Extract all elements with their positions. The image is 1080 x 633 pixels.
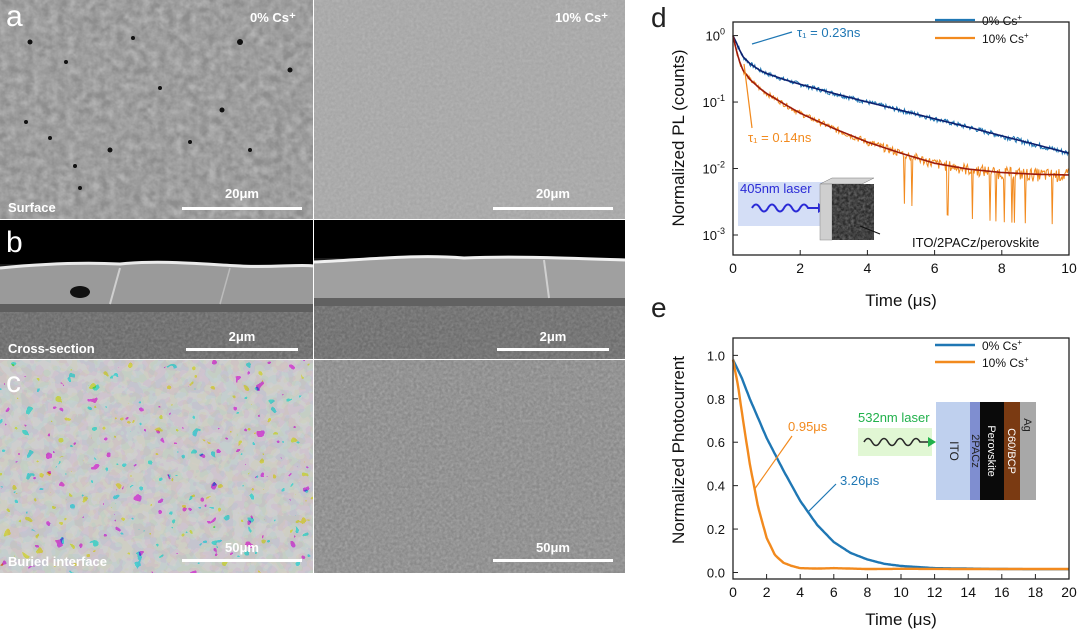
layer-ito <box>936 402 970 500</box>
x-tick-label-e-6: 12 <box>927 584 943 600</box>
y-tick-label-d-0: 100 <box>706 27 725 44</box>
x-tick-label-d-0: 0 <box>729 260 737 276</box>
label-10-cs: 10% Cs⁺ <box>555 10 609 25</box>
y-tick-label-d-1: 10-1 <box>703 93 725 110</box>
scale-bar-c-left <box>182 559 302 562</box>
laser-label-405: 405nm laser <box>740 181 812 196</box>
laser-label-532: 532nm laser <box>858 410 930 425</box>
legend-text-e-1: 10% Cs+ <box>982 355 1029 370</box>
series-raw-d-1 <box>732 35 1070 225</box>
x-tick-label-d-5: 10 <box>1061 260 1077 276</box>
annot-line-326 <box>807 483 837 513</box>
plot-frame-e <box>732 337 1070 580</box>
annot-326: 3.26μs <box>840 473 880 488</box>
sample-label: ITO/2PACz/perovskite <box>912 235 1039 250</box>
legend-d: 0% Cs+ 10% Cs+ <box>935 13 1029 46</box>
tag-cross-section: Cross-section <box>8 341 95 356</box>
x-axis-label-e: Time (μs) <box>865 610 937 629</box>
annot-line-tau-10 <box>743 63 753 129</box>
scale-bar-a-right <box>493 207 613 210</box>
annot-tau-0: τ₁ = 0.23ns <box>797 25 861 40</box>
legend-text-e-0: 0% Cs+ <box>982 338 1022 353</box>
x-tick-label-e-4: 8 <box>864 584 872 600</box>
x-tick-label-e-8: 16 <box>994 584 1010 600</box>
scale-bar-a-left <box>182 207 302 210</box>
sem-image-surface-10 <box>314 0 625 219</box>
x-tick-label-d-3: 6 <box>931 260 939 276</box>
series-line-e-1 <box>731 359 1069 571</box>
scale-text-b-left: 2μm <box>228 329 256 344</box>
annot-tau-10: τ₁ = 0.14ns <box>748 130 812 145</box>
y-axis-label-e: Normalized Photocurrent <box>669 356 688 544</box>
panel-label-e: e <box>651 292 667 323</box>
series-line-e-0 <box>731 359 1069 571</box>
layer-perovskite <box>980 402 1004 500</box>
sem-image-cross-0 <box>0 220 313 359</box>
y-tick-label-d-3: 10-3 <box>703 226 725 243</box>
x-tick-label-e-2: 4 <box>796 584 804 600</box>
x-tick-label-e-10: 20 <box>1061 584 1077 600</box>
x-tick-label-e-7: 14 <box>960 584 976 600</box>
legend-e: 0% Cs+ 10% Cs+ <box>935 338 1029 370</box>
x-tick-label-e-0: 0 <box>729 584 737 600</box>
layer-label-perovskite: Perovskite <box>985 425 997 476</box>
y-tick-label-e-5: 1.0 <box>707 348 725 363</box>
series-raw-d-0 <box>732 35 1070 157</box>
x-tick-label-d-2: 4 <box>864 260 872 276</box>
tag-surface: Surface <box>8 200 56 215</box>
tag-buried-interface: Buried interface <box>8 554 107 569</box>
y-tick-label-e-2: 0.4 <box>707 479 725 494</box>
scale-bar-b-right <box>497 348 609 351</box>
sem-image-buried-0 <box>0 360 313 573</box>
scale-bar-b-left <box>186 348 298 351</box>
y-tick-label-d-2: 10-2 <box>703 160 725 177</box>
label-0-cs: 0% Cs⁺ <box>250 10 296 25</box>
y-tick-label-e-4: 0.8 <box>707 392 725 407</box>
legend-text-d-0: 0% Cs+ <box>982 13 1022 28</box>
x-tick-label-e-3: 6 <box>830 584 838 600</box>
annot-095: 0.95μs <box>788 419 828 434</box>
inset-device-stack: 532nm laser ITO 2PACz Perovskite C60/BCP… <box>858 402 1036 500</box>
layer-label-ito: ITO <box>947 441 961 461</box>
layer-ag <box>1020 402 1036 500</box>
x-tick-label-d-1: 2 <box>796 260 804 276</box>
x-tick-label-d-4: 8 <box>998 260 1006 276</box>
laser-wave-532 <box>863 437 930 447</box>
y-axis-label-d: Normalized PL (counts) <box>669 50 688 227</box>
y-tick-label-e-3: 0.6 <box>707 435 725 450</box>
annot-line-095 <box>753 435 793 491</box>
x-axis-label-d: Time (μs) <box>865 291 937 310</box>
panel-label-a: a <box>6 0 23 33</box>
x-tick-label-e-1: 2 <box>763 584 771 600</box>
y-tick-label-e-1: 0.2 <box>707 522 725 537</box>
laser-wave-405 <box>751 203 820 213</box>
x-tick-label-e-5: 10 <box>893 584 909 600</box>
plot-frame-d <box>732 21 1070 256</box>
scale-bar-c-right <box>493 559 613 562</box>
layer-label-c60: C60/BCP <box>1005 428 1017 474</box>
scale-text-b-right: 2μm <box>539 329 567 344</box>
inset-pl-setup: 405nm laser ITO/2PACz/perovskite <box>738 177 1039 250</box>
scale-text-c-right: 50μm <box>536 540 570 555</box>
legend-text-d-1: 10% Cs+ <box>982 31 1029 46</box>
layer-label-2pacz: 2PACz <box>969 434 981 467</box>
sem-image-surface-0 <box>0 0 313 219</box>
layer-2pacz <box>970 402 980 500</box>
sem-image-buried-10 <box>314 360 625 573</box>
panel-label-c: c <box>6 366 21 399</box>
x-tick-label-e-9: 18 <box>1028 584 1044 600</box>
scale-text-c-left: 50μm <box>225 540 259 555</box>
panel-label-d: d <box>651 2 667 33</box>
sample-block <box>819 177 875 185</box>
series-fit-d-0 <box>732 35 1070 154</box>
series-fit-d-1 <box>732 35 1070 176</box>
panel-label-b: b <box>6 226 23 259</box>
layer-label-ag: Ag <box>1021 418 1033 431</box>
scale-text-a-left: 20μm <box>225 186 259 201</box>
scale-text-a-right: 20μm <box>536 186 570 201</box>
annot-line-tau-0 <box>751 31 793 45</box>
y-tick-label-e-0: 0.0 <box>707 565 725 580</box>
layer-c60-bcp <box>1004 402 1020 500</box>
